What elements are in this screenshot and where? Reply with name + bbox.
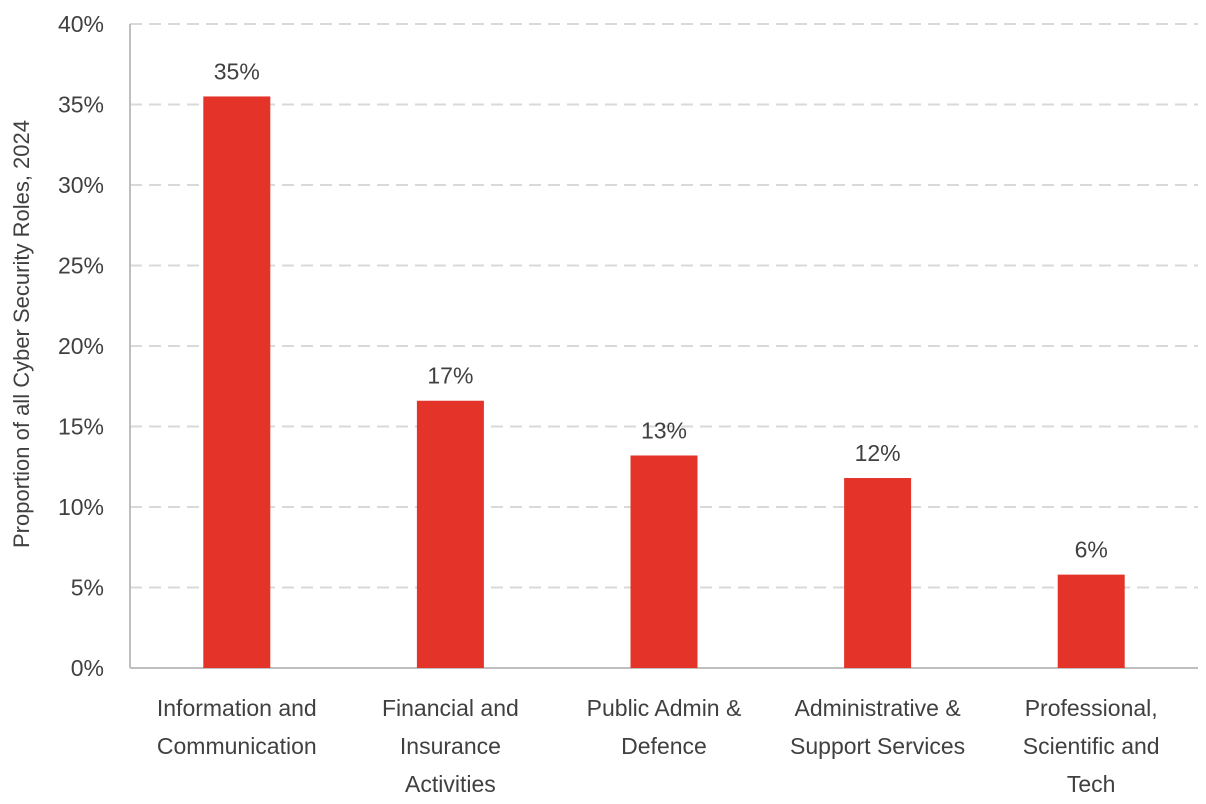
x-category-label-line: Scientific and <box>1023 733 1160 759</box>
y-tick-label: 10% <box>58 494 104 520</box>
x-category-label-line: Defence <box>621 733 707 759</box>
x-category-label-line: Support Services <box>790 733 965 759</box>
x-category-label-line: Information and <box>157 695 317 721</box>
y-tick-labels: 0% 5% 10% 15% 20% 25% 30% 35% 40% <box>58 11 104 681</box>
x-category-label-line: Activities <box>405 771 496 797</box>
x-category-label-line: Public Admin & <box>587 695 742 721</box>
bars <box>203 96 1125 668</box>
x-category-label-line: Tech <box>1067 771 1116 797</box>
y-tick-label: 30% <box>58 172 104 198</box>
y-tick-label: 40% <box>58 11 104 37</box>
y-tick-label: 0% <box>71 655 104 681</box>
y-tick-label: 35% <box>58 92 104 118</box>
data-label: 35% <box>214 58 260 84</box>
x-category-label: Financial and Insurance Activities <box>382 695 519 797</box>
x-category-label: Administrative & Support Services <box>790 695 965 759</box>
data-labels: 35% 17% 13% 12% 6% <box>214 58 1108 562</box>
x-category-label-line: Financial and <box>382 695 519 721</box>
data-label: 6% <box>1075 537 1108 563</box>
data-label: 17% <box>427 363 473 389</box>
y-tick-label: 5% <box>71 575 104 601</box>
x-category-label-line: Insurance <box>400 733 501 759</box>
data-label: 12% <box>855 440 901 466</box>
bar <box>630 455 698 668</box>
bar <box>844 478 912 668</box>
x-category-label-line: Administrative & <box>795 695 961 721</box>
bar <box>203 96 271 668</box>
y-tick-label: 25% <box>58 253 104 279</box>
x-category-label-line: Communication <box>157 733 317 759</box>
y-tick-label: 15% <box>58 414 104 440</box>
y-axis-title: Proportion of all Cyber Security Roles, … <box>9 120 34 548</box>
bar <box>416 400 484 668</box>
x-category-label-line: Professional, <box>1025 695 1158 721</box>
x-category-labels: Information and Communication Financial an… <box>157 695 1160 797</box>
x-category-label: Information and Communication <box>157 695 317 759</box>
bar <box>1057 574 1125 668</box>
y-tick-label: 20% <box>58 333 104 359</box>
data-label: 13% <box>641 417 687 443</box>
x-category-label: Public Admin & Defence <box>587 695 742 759</box>
x-category-label: Professional, Scientific and Tech <box>1023 695 1160 797</box>
